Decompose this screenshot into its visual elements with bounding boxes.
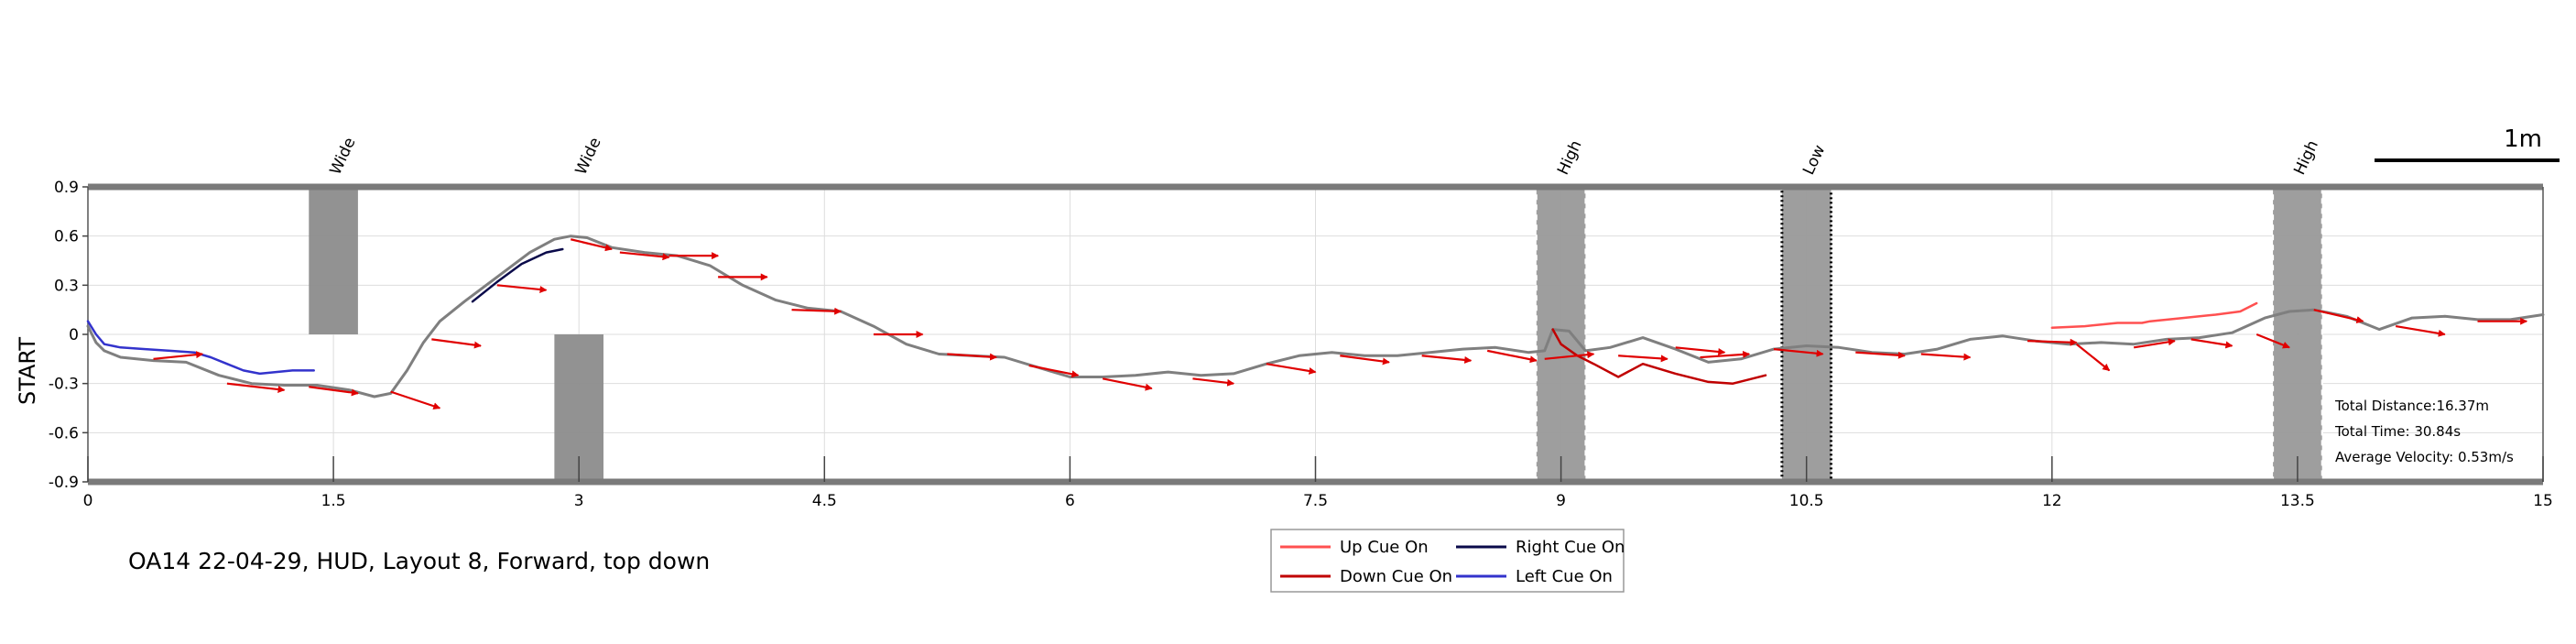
legend-label-down-cue: Down Cue On xyxy=(1340,567,1452,586)
direction-arrow-30 xyxy=(2190,338,2234,349)
y-axis-label: START xyxy=(15,337,40,405)
direction-arrow-2 xyxy=(309,386,359,397)
obstacle-label-4: High xyxy=(2290,137,2322,178)
direction-arrow-1 xyxy=(226,382,286,394)
y-tick-label-5: 0.6 xyxy=(54,228,79,246)
legend: Up Cue On Right Cue On Down Cue On Left … xyxy=(1270,529,1625,593)
direction-arrow-25 xyxy=(1855,351,1906,359)
direction-arrow-24 xyxy=(1773,348,1824,357)
direction-arrow-4 xyxy=(431,338,482,349)
figure-caption: OA14 22-04-29, HUD, Layout 8, Forward, t… xyxy=(128,548,711,574)
x-tick-label-1: 1.5 xyxy=(321,492,346,510)
x-tick-label-6: 9 xyxy=(1556,492,1566,510)
stats-box: Total Distance:16.37m Total Time: 30.84s… xyxy=(2334,398,2514,465)
direction-arrow-21 xyxy=(1618,355,1668,363)
obstacle-rect-2 xyxy=(1535,186,1587,483)
y-tick-label-6: 0.9 xyxy=(54,179,79,197)
obstacle-label-2: High xyxy=(1554,137,1586,178)
obstacle-label-0: Wide xyxy=(327,135,360,178)
direction-arrow-17 xyxy=(1340,355,1390,366)
direction-arrow-27 xyxy=(2027,338,2078,346)
stat-total-distance: Total Distance:16.37m xyxy=(2334,398,2489,414)
x-tick-label-10: 15 xyxy=(2533,492,2553,510)
direction-arrow-10 xyxy=(791,307,842,315)
direction-arrow-26 xyxy=(1920,353,1972,361)
direction-arrow-18 xyxy=(1421,355,1473,364)
legend-label-up-cue: Up Cue On xyxy=(1340,538,1429,557)
direction-arrow-32 xyxy=(2313,309,2364,323)
obstacle-rect-3 xyxy=(1780,185,1833,484)
x-tick-label-0: 0 xyxy=(83,492,93,510)
direction-arrow-0 xyxy=(153,351,204,360)
direction-arrows xyxy=(153,238,2528,410)
series-line-right_cue xyxy=(471,247,564,303)
direction-arrow-12 xyxy=(947,353,997,361)
direction-arrow-33 xyxy=(2395,324,2446,337)
x-tick-label-7: 10.5 xyxy=(1789,492,1824,510)
direction-arrow-28 xyxy=(2075,343,2111,372)
x-tick-label-3: 4.5 xyxy=(812,492,837,510)
grid-lines xyxy=(87,186,2544,483)
scale-bar: 1m xyxy=(2375,126,2560,162)
series-line-up_cue xyxy=(2050,301,2258,330)
x-tick-label-2: 3 xyxy=(574,492,584,510)
direction-arrow-22 xyxy=(1675,346,1726,355)
legend-box xyxy=(1270,529,1625,593)
obstacle-rect-0 xyxy=(309,187,358,334)
x-tick-label-4: 6 xyxy=(1065,492,1075,510)
y-tick-label-4: 0.3 xyxy=(54,277,79,295)
x-tick-label-9: 13.5 xyxy=(2280,492,2315,510)
stat-average-velocity: Average Velocity: 0.53m/s xyxy=(2335,449,2514,465)
y-tick-label-0: -0.9 xyxy=(49,474,79,492)
direction-arrow-15 xyxy=(1192,377,1235,387)
direction-arrow-3 xyxy=(390,390,441,410)
obstacle-label-1: Wide xyxy=(572,135,605,178)
axis-ticks: 0 1.5 3 4.5 6 7.5 9 10.5 12 13.5 15 -0.9 -0.6 -0.3 0 0.… xyxy=(49,179,2553,510)
stat-total-time: Total Time: 30.84s xyxy=(2334,423,2461,440)
obstacle-rect-4 xyxy=(2272,186,2323,483)
direction-arrow-14 xyxy=(1102,377,1153,391)
x-tick-label-5: 7.5 xyxy=(1303,492,1328,510)
scale-bar-label: 1m xyxy=(2504,126,2542,153)
series-line-down_cue xyxy=(1551,328,1767,385)
direction-arrow-23 xyxy=(1700,350,1751,359)
legend-label-right-cue: Right Cue On xyxy=(1516,538,1625,557)
direction-arrow-31 xyxy=(2255,333,2290,349)
y-tick-label-3: 0 xyxy=(69,326,79,344)
direction-arrow-7 xyxy=(619,251,670,261)
direction-arrow-6 xyxy=(571,238,613,252)
direction-arrow-5 xyxy=(496,284,548,293)
direction-arrow-16 xyxy=(1266,363,1317,375)
series-line-left_cue xyxy=(86,320,315,376)
direction-arrow-20 xyxy=(1544,351,1595,360)
direction-arrow-29 xyxy=(2133,338,2176,349)
direction-arrow-19 xyxy=(1486,349,1538,364)
obstacle-label-3: Low xyxy=(1799,142,1829,178)
legend-label-left-cue: Left Cue On xyxy=(1516,567,1613,586)
y-tick-label-2: -0.3 xyxy=(49,376,79,394)
direction-arrow-13 xyxy=(1028,364,1080,378)
x-tick-label-8: 12 xyxy=(2042,492,2062,510)
y-tick-label-1: -0.6 xyxy=(49,424,79,442)
